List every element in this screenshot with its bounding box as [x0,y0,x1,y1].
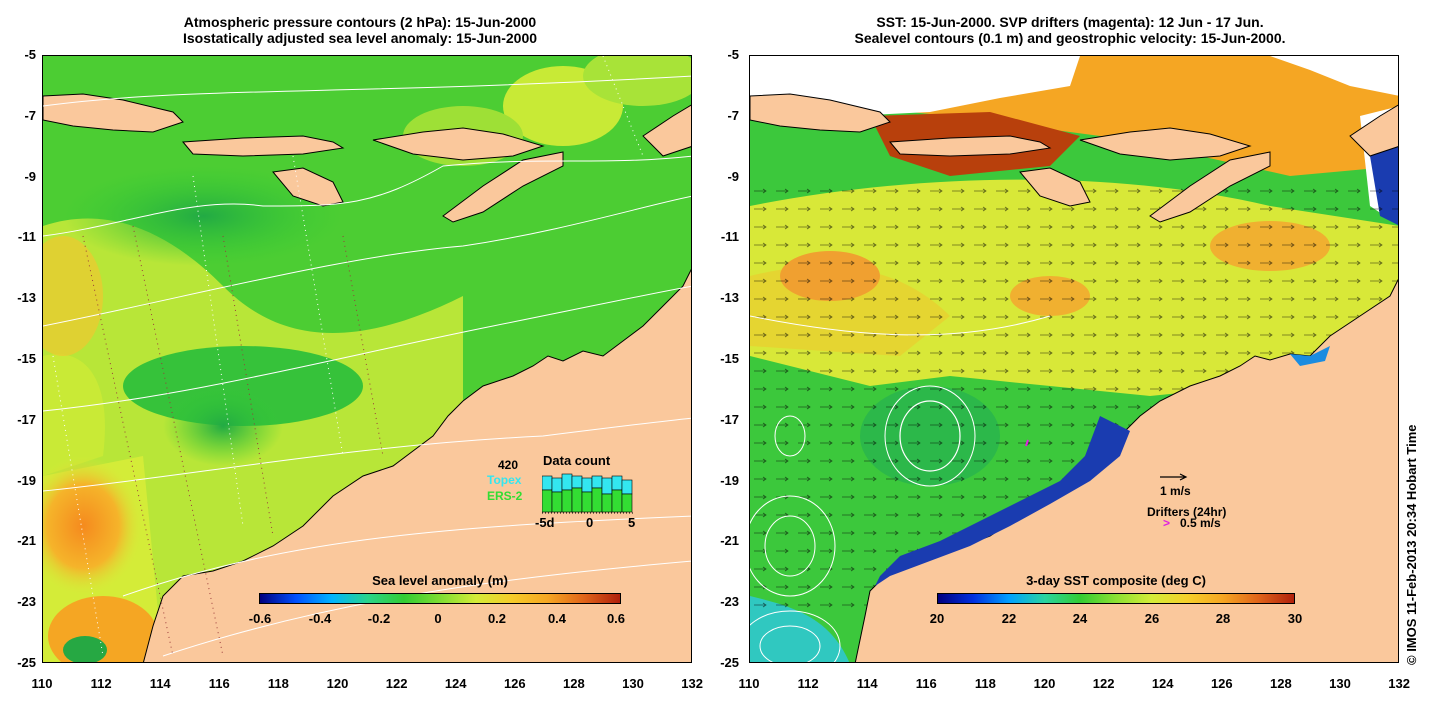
right-lon-tick-1: 112 [797,676,819,691]
inset-count: 420 [498,458,519,472]
right-lon-tick-4: 118 [974,676,996,691]
inset-xtick-mid: 0 [586,515,594,530]
left-lat-tick-3: -11 [17,229,36,245]
left-lat-tick-7: -19 [17,472,36,488]
left-lon-tick-8: 126 [503,676,526,691]
right-map[interactable] [749,55,1399,663]
left-map[interactable] [42,55,692,663]
left-title-line2: Isostatically adjusted sea level anomaly… [182,30,538,46]
left-cb-tick-5: 0.4 [547,611,567,626]
inset-title: Data count [543,453,611,468]
right-cb-tick-2: 24 [1072,611,1088,626]
right-lon-tick-5: 120 [1033,676,1056,691]
left-lat-tick-5: -15 [17,351,36,366]
left-lat-tick-0: -5 [24,47,36,62]
right-cb-tick-3: 26 [1144,611,1160,626]
left-lat-tick-8: -21 [17,533,36,549]
scale-label: 1 m/s [1160,484,1191,498]
right-title: SST: 15-Jun-2000. SVP drifters (magenta)… [740,14,1400,46]
drifters-speed: 0.5 m/s [1180,516,1221,530]
right-title-line2: Sealevel contours (0.1 m) and geostrophi… [854,30,1286,46]
left-lat-tick-4: -13 [17,290,36,306]
left-cb-tick-6: 0.6 [606,611,626,626]
left-lat-tick-6: -17 [17,411,36,427]
inset-legend-ers2: ERS-2 [487,489,523,503]
credit-text: © IMOS 11-Feb-2013 20:34 Hobart Time [1404,424,1419,665]
left-lat-tick-1: -7 [24,107,36,123]
right-cb-tick-0: 20 [929,611,945,626]
right-lat-tick-9: -23 [720,594,739,610]
right-lon-tick-7: 124 [1151,676,1174,691]
right-lat-tick-5: -15 [720,351,739,366]
left-lon-tick-9: 128 [563,676,585,691]
left-title-line1: Atmospheric pressure contours (2 hPa): 1… [183,14,537,30]
left-lon-tick-1: 112 [90,676,112,691]
left-cb-tick-3: 0 [434,611,442,626]
left-title: Atmospheric pressure contours (2 hPa): 1… [30,14,690,46]
left-lon-tick-5: 120 [326,676,349,691]
right-lat-tick-8: -21 [720,533,739,549]
right-cb-tick-1: 22 [1001,611,1017,626]
left-lat-tick-2: -9 [24,168,36,184]
inset-legend-topex: Topex [487,473,522,487]
right-lon-tick-9: 128 [1270,676,1292,691]
left-lon-tick-3: 116 [208,676,230,691]
left-lon-tick-0: 110 [31,676,53,691]
right-lat-tick-7: -19 [720,472,739,488]
right-lon-tick-8: 126 [1210,676,1233,691]
right-title-line1: SST: 15-Jun-2000. SVP drifters (magenta)… [876,14,1264,30]
inset-xtick-end: 5 [628,515,636,530]
left-lon-tick-7: 124 [444,676,467,691]
drifters-label: Drifters (24hr) [1147,505,1227,519]
inset-bar-histogram [542,473,634,514]
right-lat-tick-6: -17 [720,411,739,427]
right-lat-tick-3: -11 [720,229,739,245]
scale-arrow-icon [1160,473,1188,481]
left-lon-tick-2: 114 [149,676,171,691]
left-cb-tick-1: -0.4 [308,611,332,626]
right-lon-tick-2: 114 [856,676,878,691]
left-lon-tick-11: 132 [681,676,703,691]
right-lon-tick-11: 132 [1388,676,1410,691]
right-lat-tick-10: -25 [720,655,739,670]
right-cb-tick-5: 30 [1287,611,1303,626]
right-colorbar [937,593,1295,604]
drifter-arrow-icon: > [1163,516,1171,530]
right-cb-tick-4: 28 [1215,611,1231,626]
left-cb-tick-0: -0.6 [248,611,272,626]
left-cb-tick-4: 0.2 [487,611,507,626]
left-lat-tick-9: -23 [17,594,36,610]
right-lat-tick-4: -13 [720,290,739,306]
right-lon-tick-3: 116 [915,676,937,691]
left-lon-tick-6: 122 [385,676,408,691]
left-lat-tick-10: -25 [17,655,36,670]
left-colorbar [259,593,621,604]
right-colorbar-label: 3-day SST composite (deg C) [1026,573,1206,588]
left-colorbar-label: Sea level anomaly (m) [372,573,508,588]
right-lat-tick-1: -7 [727,107,739,123]
right-lat-tick-0: -5 [727,47,739,62]
left-lon-tick-4: 118 [267,676,289,691]
inset-xtick-start: -5d [535,515,555,530]
right-lon-tick-6: 122 [1092,676,1115,691]
left-cb-tick-2: -0.2 [367,611,391,626]
right-lon-tick-10: 130 [1329,676,1351,691]
right-lat-tick-2: -9 [727,168,739,184]
left-lon-tick-10: 130 [622,676,644,691]
right-lon-tick-0: 110 [738,676,760,691]
